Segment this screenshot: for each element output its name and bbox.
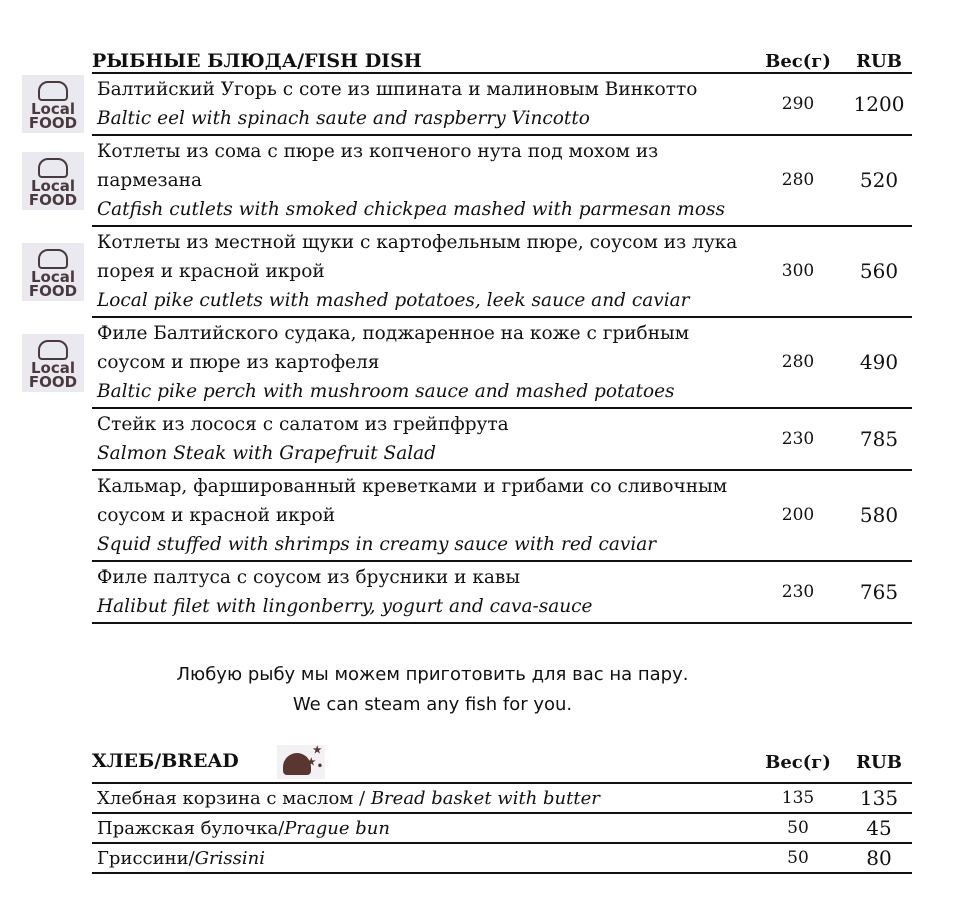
item-name-ru: Котлеты из сома с пюре из копченого нута…: [97, 141, 659, 191]
item-price: 580: [859, 503, 899, 527]
item-name-en: Prague bun: [284, 817, 390, 839]
menu-item: Local FOOD Балтийский Угорь с соте из шпин…: [22, 74, 912, 136]
item-name-en: Local pike cutlets with mashed potatoes,…: [97, 290, 690, 311]
section-title: ХЛЕБ/BREAD: [92, 750, 239, 772]
item-weight: 135: [781, 788, 815, 808]
item-name-ru: Гриссини/: [97, 847, 195, 869]
menu-item: Пражская булочка/Prague bun 50 45: [92, 814, 912, 844]
menu-item: Хлебная корзина с маслом / Bread basket …: [92, 784, 912, 814]
menu-item: Филе палтуса с соусом из брусники и кавы…: [92, 562, 912, 624]
item-weight: 280: [781, 352, 815, 372]
menu-item: Стейк из лосося с салатом из грейпфрута S…: [92, 409, 912, 471]
menu-item: Кальмар, фаршированный креветками и гриб…: [92, 471, 912, 562]
item-name-en: Squid stuffed with shrimps in creamy sau…: [97, 534, 657, 555]
item-price: 560: [859, 259, 899, 283]
item-name-en: Grissini: [194, 847, 265, 869]
item-weight: 200: [781, 505, 815, 525]
price-header: RUB: [856, 51, 902, 72]
local-food-logo: Local FOOD: [22, 75, 84, 133]
fish-header: РЫБНЫЕ БЛЮДА/FISH DISH Вес(г) RUB: [92, 44, 912, 74]
weight-header: Вес(г): [765, 751, 831, 773]
item-price: 785: [859, 426, 899, 451]
item-name-ru: Балтийский Угорь с соте из шпината и мал…: [97, 79, 698, 100]
item-weight: 290: [781, 93, 815, 114]
item-name-en: Catfish cutlets with smoked chickpea mas…: [97, 199, 725, 220]
item-weight: 300: [781, 261, 815, 281]
fish-section: РЫБНЫЕ БЛЮДА/FISH DISH Вес(г) RUB Local F…: [22, 44, 912, 624]
item-name-en: Halibut filet with lingonberry, yogurt a…: [97, 596, 593, 617]
item-weight: 280: [781, 170, 815, 190]
item-price: 80: [866, 846, 892, 870]
item-name-en: Bread basket with butter: [370, 787, 600, 809]
price-header: RUB: [856, 751, 902, 773]
item-name-ru: Котлеты из местной щуки с картофельным п…: [97, 232, 738, 282]
local-food-logo: Local FOOD: [22, 151, 84, 210]
item-price: 520: [859, 168, 899, 192]
item-weight: 50: [787, 848, 809, 868]
item-price: 490: [859, 350, 899, 374]
item-weight: 230: [781, 428, 815, 449]
moon-stars-icon: ★ ★ •: [276, 745, 325, 779]
item-name-ru: Стейк из лосося с салатом из грейпфрута: [97, 414, 509, 435]
item-name-ru: Филе палтуса с соусом из брусники и кавы: [97, 567, 521, 588]
item-name-ru: Филе Балтийского судака, поджаренное на …: [97, 323, 690, 373]
item-name-en: Baltic eel with spinach saute and raspbe…: [97, 108, 590, 129]
item-name-ru: Хлебная корзина с маслом /: [97, 787, 371, 809]
section-title: РЫБНЫЕ БЛЮДА/FISH DISH: [92, 50, 422, 72]
item-name-ru: Пражская булочка/: [97, 817, 285, 839]
item-price: 765: [859, 579, 899, 604]
weight-header: Вес(г): [765, 51, 831, 72]
item-weight: 230: [781, 581, 815, 602]
menu-item: Local FOOD Котлеты из сома с пюре из копче…: [22, 136, 912, 227]
menu-item: Гриссини/Grissini 50 80: [92, 844, 912, 874]
menu-item: Local FOOD Филе Балтийского судака, поджар…: [22, 318, 912, 409]
item-price: 135: [859, 786, 899, 810]
item-weight: 50: [787, 818, 809, 838]
item-price: 45: [866, 816, 892, 840]
menu-item: Local FOOD Котлеты из местной щуки с карто…: [22, 227, 912, 318]
item-price: 1200: [853, 91, 905, 116]
steam-note: Любую рыбу мы можем приготовить для вас …: [0, 660, 865, 720]
note-en: We can steam any fish for you.: [292, 694, 573, 715]
note-ru: Любую рыбу мы можем приготовить для вас …: [176, 664, 689, 685]
item-name-en: Baltic pike perch with mushroom sauce an…: [97, 381, 675, 402]
item-name-en: Salmon Steak with Grapefruit Salad: [97, 443, 437, 464]
bread-header: ХЛЕБ/BREAD ★ ★ • Вес(г) RUB: [92, 742, 912, 784]
local-food-logo: Local FOOD: [22, 333, 84, 392]
item-name-ru: Кальмар, фаршированный креветками и гриб…: [97, 476, 728, 526]
bread-section: ХЛЕБ/BREAD ★ ★ • Вес(г) RUB Хлебная корзина…: [92, 742, 912, 874]
local-food-logo: Local FOOD: [22, 242, 84, 301]
